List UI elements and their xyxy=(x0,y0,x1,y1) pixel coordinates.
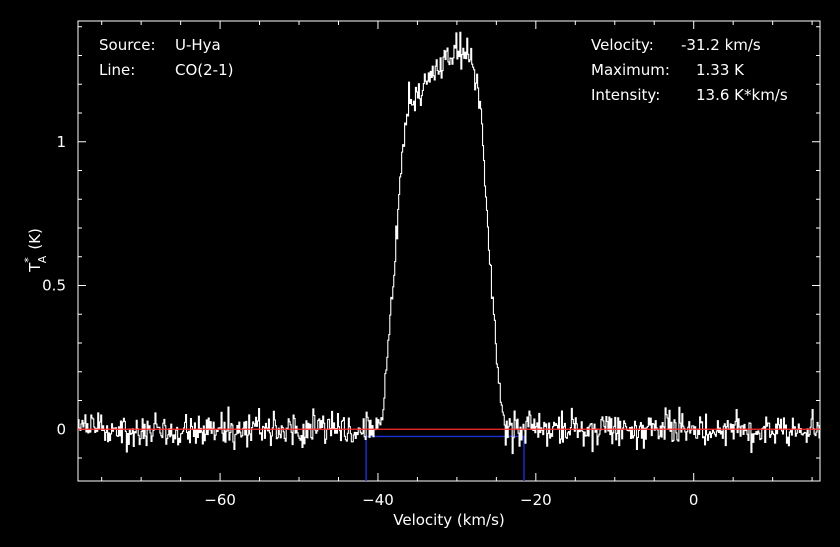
maximum-value: 1.33 K xyxy=(696,61,745,79)
source-value: U-Hya xyxy=(175,36,221,54)
source-label: Source: xyxy=(99,36,156,54)
x-axis-label: Velocity (km/s) xyxy=(393,511,504,529)
maximum-label: Maximum: xyxy=(591,61,670,79)
x-tick-label: −60 xyxy=(204,491,236,509)
spectrum-line xyxy=(78,31,820,455)
velocity-value: -31.2 km/s xyxy=(681,36,761,54)
plot-layer xyxy=(78,31,820,481)
y-label-sub: A xyxy=(36,255,49,263)
y-tick-label: 1 xyxy=(56,133,66,151)
integration-window xyxy=(365,435,525,481)
intensity-label: Intensity: xyxy=(591,86,660,104)
velocity-label: Velocity: xyxy=(591,36,654,54)
svg-text:T*A(K): T*A (K) xyxy=(22,228,49,273)
y-tick-label: 0 xyxy=(56,420,66,438)
y-label-sup: * xyxy=(22,257,35,263)
intensity-value: 13.6 K*km/s xyxy=(696,86,788,104)
y-tick-label: 0.5 xyxy=(42,277,66,295)
y-label-main: T xyxy=(26,262,44,273)
y-label-unit: (K) xyxy=(26,228,44,250)
line-value: CO(2-1) xyxy=(175,61,233,79)
x-tick-label: 0 xyxy=(689,491,699,509)
axis-ticks xyxy=(78,21,820,481)
line-label: Line: xyxy=(99,61,135,79)
axis-tick-labels: −60 −40 −20 0 0 0.5 1 xyxy=(42,133,698,509)
plot-frame xyxy=(77,20,821,482)
y-axis-label: T*A (K) xyxy=(22,228,49,273)
x-tick-label: −20 xyxy=(520,491,552,509)
x-tick-label: −40 xyxy=(362,491,394,509)
